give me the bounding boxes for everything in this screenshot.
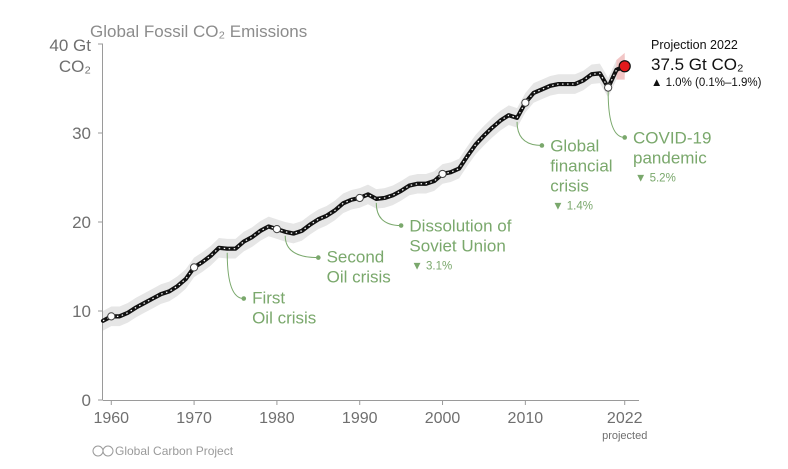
y-axis-label-unit: CO₂	[59, 57, 91, 76]
annotation-label: COVID-19	[633, 128, 711, 147]
annotation-leader	[607, 91, 625, 138]
marker-2020	[604, 83, 613, 92]
projection-box: Projection 2022 37.5 Gt CO₂ ▲ 1.0% (0.1%…	[651, 38, 762, 89]
marker-1990	[355, 193, 364, 203]
marker-1960	[107, 312, 116, 321]
projection-title: Projection 2022	[651, 38, 738, 52]
annotation-label: Dissolution of	[409, 217, 511, 236]
annotation-dot	[398, 223, 404, 228]
chart-title: Global Fossil CO₂ Emissions	[90, 22, 307, 41]
annotation-label: Second	[327, 248, 385, 267]
annotation-label: financial	[550, 156, 612, 175]
y-tick-label-0: 0	[82, 391, 91, 410]
y-tick-label-30: 30	[72, 124, 91, 143]
uncertainty-band	[103, 56, 625, 331]
axes: 0 10 20 30 1960 1970 1980 1990 2000 2010 2022 proje…	[72, 43, 647, 442]
series-layer	[100, 60, 631, 323]
annotation-label: crisis	[550, 176, 589, 195]
x-tick-label-2000: 2000	[425, 410, 461, 427]
emissions-line-dots	[102, 65, 625, 322]
annotation-label: pandemic	[633, 148, 707, 167]
x-tick-label-1970: 1970	[176, 410, 212, 427]
annotation-change: ▼ 1.4%	[552, 200, 593, 212]
marker-2010	[521, 98, 530, 107]
x-tick-label-1960: 1960	[93, 410, 129, 427]
x-tick-label-2020: 2022	[607, 410, 643, 427]
annotation-leader	[284, 235, 319, 259]
annotation-change: ▼ 3.1%	[411, 261, 452, 273]
projection-value: 37.5 Gt CO₂	[651, 55, 744, 74]
annotation-dot	[241, 296, 247, 301]
annotation-leader	[226, 252, 244, 300]
annotation-label: Soviet Union	[409, 237, 505, 256]
credit-text: Global Carbon Project	[115, 444, 234, 458]
x-tick-label-2010: 2010	[508, 410, 544, 427]
x-tick-note: projected	[602, 430, 647, 442]
y-axis-label-top: 40 Gt	[49, 36, 91, 55]
annotation-label: Oil crisis	[252, 309, 316, 328]
annotation-label: Oil crisis	[327, 268, 391, 287]
uncertainty-band-layer	[103, 52, 625, 331]
annotation-dot	[316, 255, 321, 260]
annotation-label: Global	[550, 136, 599, 155]
marker-1980	[272, 225, 282, 234]
x-tick-label-1980: 1980	[259, 410, 295, 427]
marker-2000	[438, 169, 447, 179]
marker-1970	[189, 263, 199, 272]
annotation-leader	[375, 202, 402, 227]
y-tick-label-10: 10	[72, 302, 91, 321]
y-tick-label-20: 20	[72, 213, 91, 232]
annotation-dot	[622, 135, 628, 140]
projection-point	[618, 60, 631, 73]
annotation-change: ▼ 5.2%	[635, 172, 676, 184]
projection-change: ▲ 1.0% (0.1%–1.9%)	[651, 77, 762, 89]
by-icon	[102, 445, 114, 457]
credit: Global Carbon Project	[92, 444, 234, 458]
annotation-label: First	[252, 289, 285, 308]
annotation-dot	[539, 143, 545, 148]
x-tick-label-1990: 1990	[342, 410, 378, 427]
annotation-leader	[516, 121, 542, 146]
cc-icon	[92, 445, 104, 457]
